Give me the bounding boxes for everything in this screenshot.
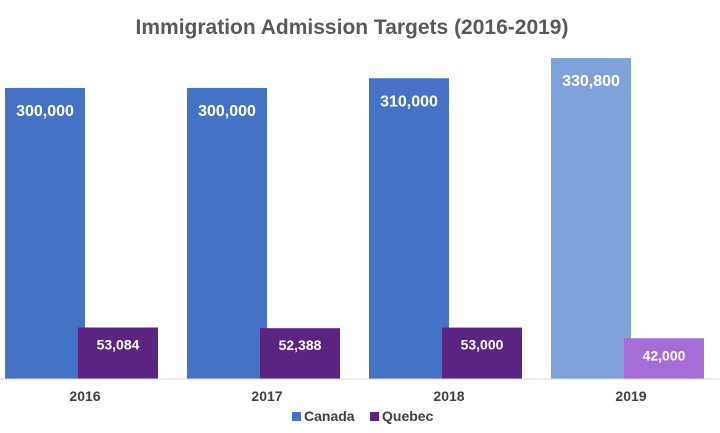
legend: Canada Quebec [292, 408, 434, 424]
legend-label-canada: Canada [304, 408, 355, 424]
data-label-canada-2018: 310,000 [380, 93, 438, 110]
x-tick-2019: 2019 [615, 388, 646, 404]
x-tick-2018: 2018 [433, 388, 464, 404]
bar-canada-2017 [187, 87, 267, 379]
data-label-canada-2019: 330,800 [562, 73, 620, 90]
data-label-quebec-2017: 52,388 [279, 337, 322, 353]
legend-label-quebec: Quebec [382, 408, 434, 424]
bar-quebec-2016 [78, 327, 158, 379]
legend-swatch-canada [292, 412, 301, 421]
data-label-quebec-2018: 53,000 [461, 337, 504, 353]
data-label-canada-2016: 300,000 [16, 103, 74, 120]
x-tick-2016: 2016 [69, 388, 100, 404]
bar-quebec-2017 [260, 328, 340, 379]
chart-title: Immigration Admission Targets (2016-2019… [136, 16, 569, 39]
x-tick-labels: 2016 2017 2018 2019 [69, 388, 646, 404]
data-label-quebec-2019: 42,000 [643, 347, 686, 363]
bar-quebec-2018 [442, 327, 522, 379]
bars-group: 300,000 53,084 300,000 52,388 310,000 53,000 3… [5, 58, 704, 380]
data-label-canada-2017: 300,000 [198, 103, 256, 120]
data-label-quebec-2016: 53,084 [97, 337, 140, 353]
bar-canada-2019 [551, 58, 631, 380]
bar-canada-2018 [369, 78, 449, 380]
bar-canada-2016 [5, 87, 85, 379]
legend-swatch-quebec [370, 412, 379, 421]
bar-quebec-2019 [624, 338, 704, 379]
x-tick-2017: 2017 [251, 388, 282, 404]
